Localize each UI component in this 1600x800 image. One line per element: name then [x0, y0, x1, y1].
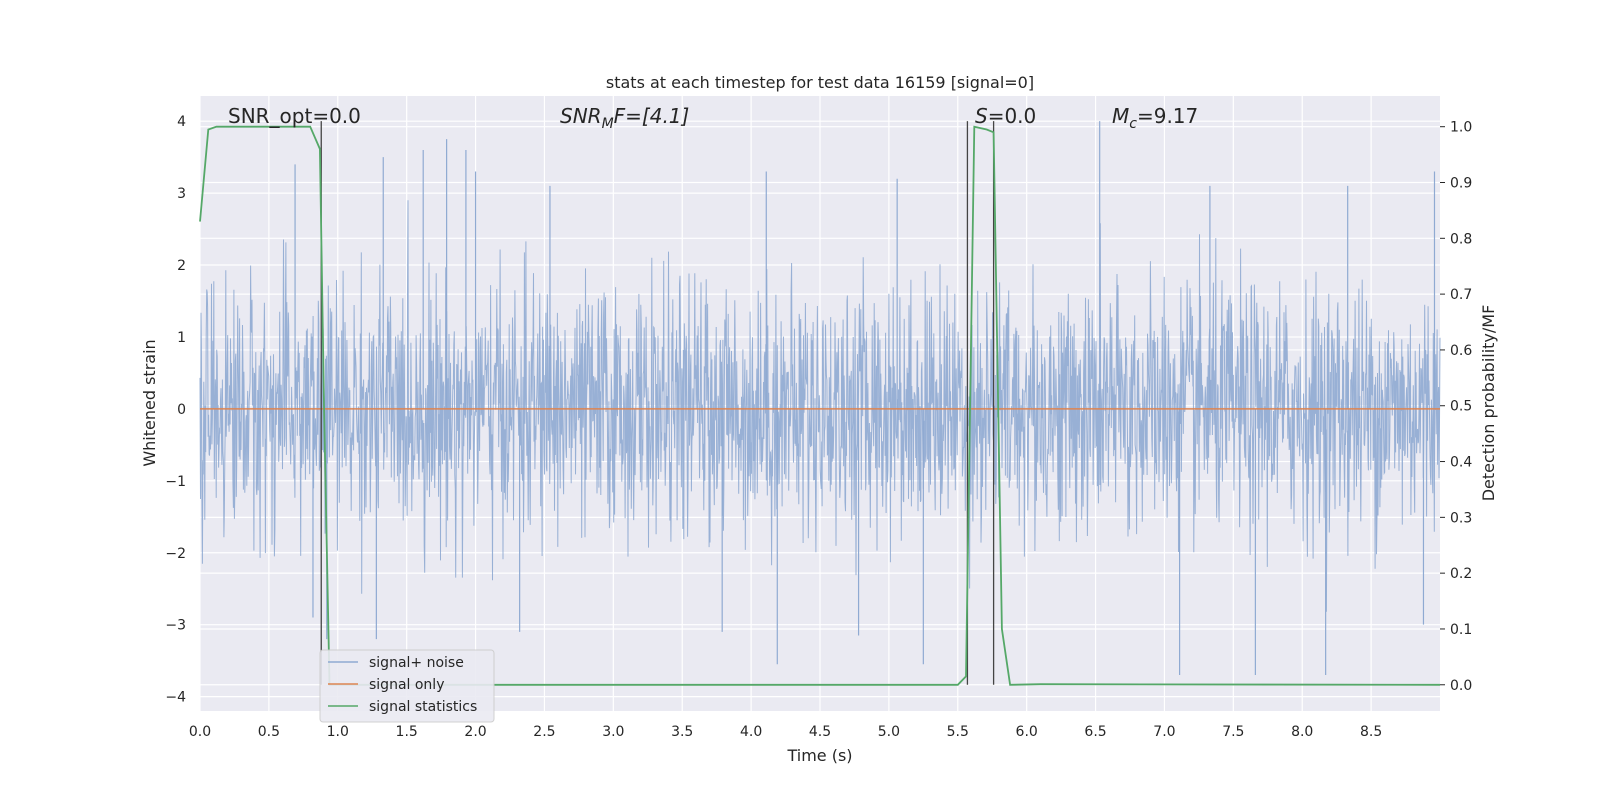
x-tick-label: 6.0 [1016, 724, 1038, 740]
annotation-snr-mf-subscript: M [602, 116, 614, 132]
right-y-tick-label: 0.1 [1450, 622, 1472, 638]
x-tick-label: 5.0 [878, 724, 900, 740]
annotation-mc: Mc=9.17 [1112, 104, 1198, 132]
legend-box [319, 649, 495, 723]
x-tick-label: 2.5 [533, 724, 555, 740]
right-y-tick-label: 0.0 [1450, 678, 1472, 694]
x-tick-label: 7.0 [1153, 724, 1175, 740]
annotation-s-symbol: S [975, 104, 988, 128]
x-tick-label: 7.5 [1222, 724, 1244, 740]
x-tick-label: 0.5 [258, 724, 280, 740]
x-tick-label: 0.0 [189, 724, 211, 740]
left-y-tick-label: 4 [177, 114, 186, 130]
right-y-tick-label: 0.4 [1450, 455, 1472, 471]
chart-title: stats at each timestep for test data 161… [606, 73, 1034, 92]
right-y-tick-label: 0.6 [1450, 343, 1472, 359]
signal-statistics-series [199, 125, 1441, 686]
x-tick-label: 4.5 [809, 724, 831, 740]
annotation-snr-mf-symbol: SNR [560, 104, 602, 128]
x-tick-label: 6.5 [1084, 724, 1106, 740]
signal-noise-line [199, 200, 1441, 612]
left-y-tick-label: −3 [165, 618, 186, 634]
legend: signal+ noise signal only signal statist… [319, 649, 495, 723]
annotation-s-value: =0.0 [988, 104, 1037, 128]
signal-statistics-line [199, 125, 1441, 686]
left-y-tick-label: 1 [177, 330, 186, 346]
left-y-axis-ticks: 4 3 2 1 0 −1 −2 −3 −4 [165, 114, 186, 705]
legend-label-signal-statistics: signal statistics [369, 699, 477, 715]
x-tick-label: 1.5 [396, 724, 418, 740]
x-tick-label: 8.5 [1360, 724, 1382, 740]
right-y-axis-label: Detection probability/MF [1479, 305, 1498, 502]
annotation-snr-opt: SNR_opt=0.0 [228, 104, 361, 128]
left-y-axis-label: Whitened strain [140, 339, 159, 466]
x-axis-label: Time (s) [786, 746, 852, 765]
annotation-snr-mf-value: F=[4.1] [614, 104, 690, 128]
left-y-tick-label: 3 [177, 186, 186, 202]
x-tick-label: 3.0 [602, 724, 624, 740]
x-tick-label: 1.0 [327, 724, 349, 740]
right-y-tick-label: 0.9 [1450, 176, 1472, 192]
annotation-mc-subscript: c [1129, 116, 1137, 132]
right-y-tick-label: 0.7 [1450, 287, 1472, 303]
annotation-snr-mf: SNRMF=[4.1] [560, 104, 689, 132]
right-y-tick-label: 1.0 [1450, 120, 1472, 136]
left-y-tick-label: 2 [177, 258, 186, 274]
right-y-tick-label: 0.2 [1450, 566, 1472, 582]
left-y-tick-label: −2 [165, 546, 186, 562]
left-y-tick-label: −4 [165, 690, 186, 706]
right-y-axis-ticks: 1.0 0.9 0.8 0.7 0.6 0.5 0.4 0.3 0.2 0.1 0.0 [1440, 120, 1472, 694]
x-tick-label: 3.5 [671, 724, 693, 740]
x-axis-ticks: 0.0 0.5 1.0 1.5 2.0 2.5 3.0 3.5 4.0 4.5 5.0 5.5 6.0 6… [189, 724, 1382, 740]
legend-label-signal-noise: signal+ noise [369, 655, 464, 671]
signal-noise-series [199, 121, 1441, 676]
left-y-tick-label: −1 [165, 474, 186, 490]
x-tick-label: 5.5 [947, 724, 969, 740]
right-y-tick-label: 0.5 [1450, 399, 1472, 415]
legend-label-signal-only: signal only [369, 677, 444, 693]
annotation-s: S=0.0 [975, 104, 1036, 128]
left-y-tick-label: 0 [177, 402, 186, 418]
annotation-mc-symbol: M [1112, 104, 1129, 128]
right-y-tick-label: 0.3 [1450, 510, 1472, 526]
x-tick-label: 2.0 [464, 724, 486, 740]
x-tick-label: 4.0 [740, 724, 762, 740]
right-y-tick-label: 0.8 [1450, 231, 1472, 247]
annotation-mc-value: =9.17 [1137, 104, 1198, 128]
x-tick-label: 8.0 [1291, 724, 1313, 740]
